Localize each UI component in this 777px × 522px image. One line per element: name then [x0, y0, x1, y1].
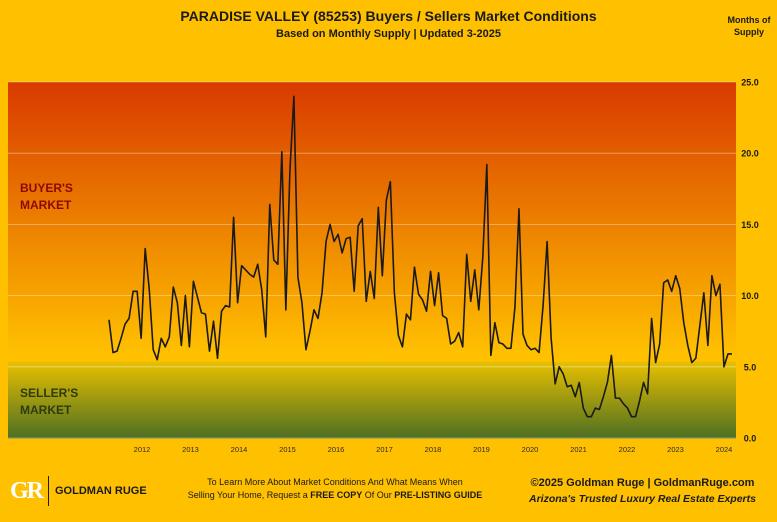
company-logo: GR GOLDMAN RUGE	[10, 476, 147, 506]
footer-branding: ©2025 Goldman Ruge | GoldmanRuge.com Ari…	[515, 476, 770, 507]
y-tick-label: 0.0	[744, 434, 757, 444]
x-tick-label: 2015	[279, 445, 296, 454]
logo-text: GOLDMAN RUGE	[55, 485, 147, 497]
cta-guide-name: PRE-LISTING GUIDE	[394, 490, 483, 500]
cta-line-2: Selling Your Home, Request a FREE COPY O…	[165, 489, 505, 502]
x-tick-label: 2021	[570, 445, 587, 454]
chart-subtitle: Based on Monthly Supply | Updated 3-2025	[276, 28, 501, 40]
x-tick-label: 2014	[231, 445, 248, 454]
x-tick-label: 2012	[134, 445, 151, 454]
x-tick-label: 2022	[619, 445, 636, 454]
months-of-supply-line	[108, 95, 732, 418]
tagline-text: Arizona's Trusted Luxury Real Estate Exp…	[529, 493, 756, 505]
seller-market-label: SELLER'S MARKET	[20, 386, 79, 417]
x-tick-label: 2020	[522, 445, 539, 454]
buyer-market-label: BUYER'S MARKET	[20, 181, 73, 212]
cta-text-c: Of Our	[362, 490, 395, 500]
y-tick-label: 5.0	[744, 362, 757, 372]
cta-text: To Learn More About Market Conditions An…	[165, 476, 505, 502]
x-tick-label: 2018	[425, 445, 442, 454]
copyright-text: ©2025 Goldman Ruge | GoldmanRuge.com	[530, 477, 755, 489]
y-axis-ticks: 0.0 5.0 10.0 15.0 20.0 25.0	[741, 78, 759, 444]
x-tick-label: 2016	[328, 445, 345, 454]
x-tick-label: 2017	[376, 445, 393, 454]
y-tick-label: 20.0	[741, 149, 759, 159]
y-tick-label: 15.0	[741, 220, 759, 230]
logo-divider	[48, 476, 49, 506]
logo-monogram: GR	[10, 477, 44, 504]
x-axis-ticks: 2012 2013 2014 2015 2016 2017 2018 2019 2020 2021…	[134, 445, 733, 454]
buyer-zone-band	[8, 82, 736, 353]
y-axis-unit-label: Months of Supply	[727, 15, 771, 37]
x-tick-label: 2013	[182, 445, 199, 454]
gridlines	[8, 81, 736, 439]
x-tick-label: 2024	[716, 445, 733, 454]
chart-title: PARADISE VALLEY (85253) Buyers / Sellers…	[180, 8, 597, 24]
cta-line-1: To Learn More About Market Conditions An…	[207, 477, 463, 487]
y-tick-label: 10.0	[741, 291, 759, 301]
cta-text-a: Selling Your Home, Request a	[187, 490, 311, 500]
y-tick-label: 25.0	[741, 78, 759, 88]
x-tick-label: 2019	[473, 445, 490, 454]
seller-zone-band	[8, 361, 736, 438]
x-tick-label: 2023	[667, 445, 684, 454]
cta-free-copy: FREE COPY	[310, 490, 363, 500]
